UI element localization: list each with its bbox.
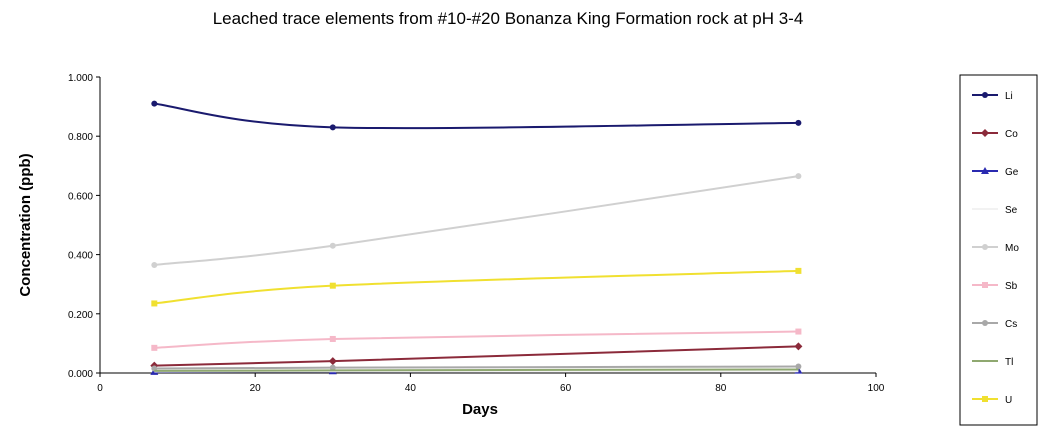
data-point-co — [794, 342, 803, 351]
series-line-li — [154, 102, 799, 130]
series-tl — [154, 368, 799, 372]
data-point-li — [795, 119, 802, 126]
data-point-cs — [795, 363, 802, 370]
legend-label-tl: Tl — [1005, 357, 1013, 368]
x-tick-label: 0 — [97, 383, 103, 394]
x-tick-label: 20 — [250, 383, 262, 394]
data-point-co — [328, 357, 337, 366]
y-tick-label: 0.000 — [68, 369, 93, 380]
legend-label-ge: Ge — [1005, 167, 1019, 178]
series-line-sb — [154, 330, 799, 349]
x-tick-label: 40 — [405, 383, 417, 394]
legend-label-mo: Mo — [1005, 243, 1019, 254]
legend-item-u: U — [972, 395, 1012, 406]
y-tick-label: 0.800 — [68, 132, 93, 143]
legend-marker-ge — [981, 167, 989, 174]
series-mo — [151, 173, 802, 268]
data-point-sb — [151, 344, 158, 351]
x-tick-label: 60 — [560, 383, 572, 394]
data-point-mo — [151, 261, 158, 268]
legend-item-co: Co — [972, 129, 1018, 140]
series-co — [150, 342, 803, 370]
legend-box — [959, 74, 1038, 426]
legend-marker-li — [982, 92, 988, 98]
data-point-li — [329, 124, 336, 131]
legend-item-ge: Ge — [972, 167, 1019, 178]
data-point-u — [329, 282, 336, 289]
y-tick-label: 1.000 — [68, 73, 93, 84]
data-point-li — [151, 100, 158, 107]
x-tick-label: 100 — [868, 383, 885, 394]
data-point-sb — [795, 328, 802, 335]
legend-item-sb: Sb — [972, 281, 1018, 292]
y-tick-label: 0.400 — [68, 251, 93, 262]
y-tick-label: 0.600 — [68, 191, 93, 202]
series-line-cs — [154, 365, 799, 370]
series-li — [151, 100, 802, 131]
legend-label-cs: Cs — [1005, 319, 1017, 330]
legend-item-mo: Mo — [972, 243, 1019, 254]
data-point-u — [151, 300, 158, 307]
legend-item-cs: Cs — [972, 319, 1017, 330]
legend-label-se: Se — [1005, 205, 1018, 216]
legend-item-tl: Tl — [972, 357, 1013, 368]
legend-label-li: Li — [1005, 91, 1013, 102]
legend-marker-cs — [982, 320, 988, 326]
series-sb — [151, 328, 802, 351]
data-point-sb — [329, 335, 336, 342]
data-point-mo — [329, 242, 336, 249]
legend-label-sb: Sb — [1005, 281, 1018, 292]
legend-label-u: U — [1005, 395, 1012, 406]
chart-title: Leached trace elements from #10-#20 Bona… — [213, 9, 804, 28]
y-tick-label: 0.200 — [68, 310, 93, 321]
data-point-cs — [329, 364, 336, 371]
series-line-u — [154, 269, 799, 305]
data-point-u — [795, 267, 802, 274]
legend-label-co: Co — [1005, 129, 1018, 140]
series-u — [151, 267, 802, 307]
legend-marker-sb — [982, 282, 988, 288]
legend-marker-u — [982, 396, 988, 402]
data-point-mo — [795, 173, 802, 180]
legend-item-se: Se — [972, 205, 1018, 216]
x-tick-label: 80 — [715, 383, 727, 394]
y-axis-title: Concentration (ppb) — [17, 153, 34, 296]
legend-marker-co — [981, 129, 989, 137]
series-line-co — [154, 345, 799, 367]
legend-marker-mo — [982, 244, 988, 250]
series-line-tl — [154, 368, 799, 372]
legend-item-li: Li — [972, 91, 1013, 102]
x-axis-title: Days — [462, 401, 498, 418]
series-line-mo — [154, 175, 799, 266]
